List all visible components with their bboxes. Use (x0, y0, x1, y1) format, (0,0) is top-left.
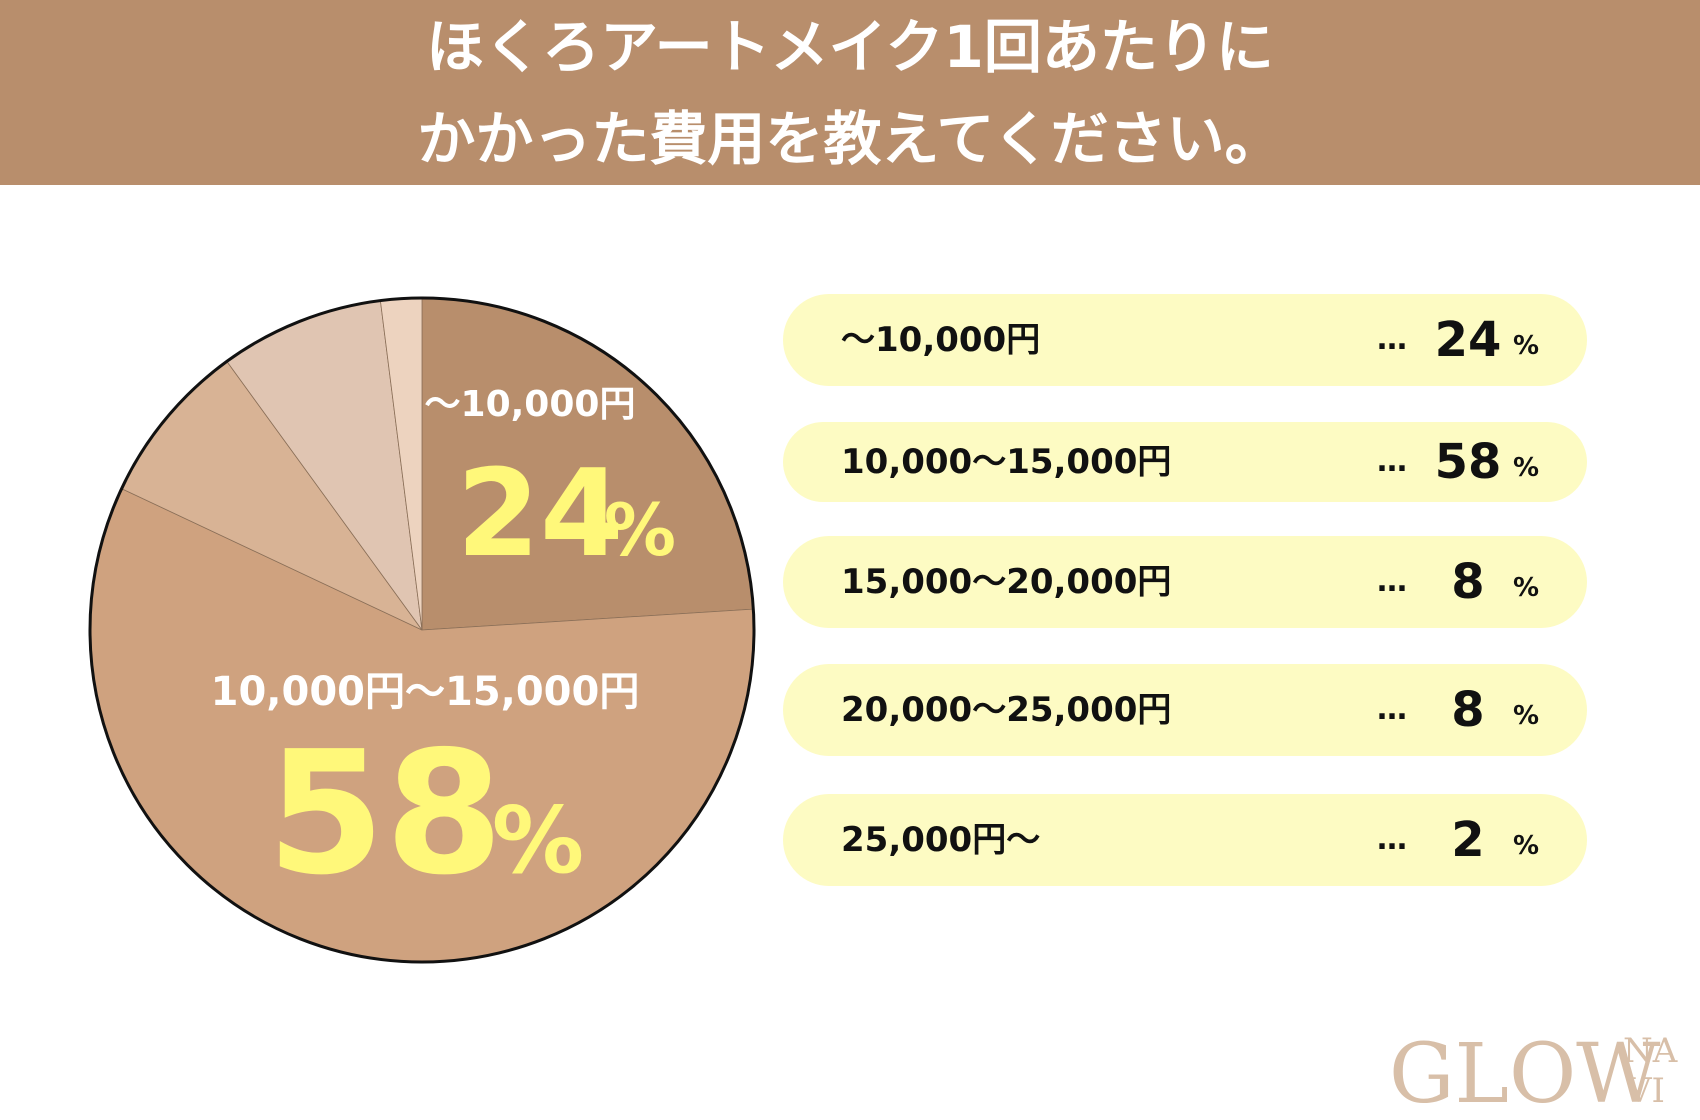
logo-sub-bottom-text: VI (1626, 1071, 1665, 1110)
slice-label-1-value: 24 (457, 445, 624, 584)
legend-row-5: 25,000円〜 … 2 % (783, 794, 1587, 886)
header-banner: ほくろアートメイク1回あたりに かかった費用を教えてください。 (0, 0, 1700, 185)
legend-unit: % (1513, 453, 1540, 483)
legend-dots: … (1377, 822, 1407, 857)
legend-unit: % (1513, 831, 1540, 861)
slice-label-1-category: 〜10,000円 (425, 384, 636, 425)
legend-unit: % (1513, 701, 1540, 731)
legend-row-2: 10,000〜15,000円 … 58 % (783, 422, 1587, 502)
page-title-line-1: ほくろアートメイク1回あたりに (426, 12, 1274, 81)
legend-label: 20,000〜25,000円 (841, 690, 1172, 730)
slice-label-1-unit: % (604, 488, 676, 572)
legend-unit: % (1513, 331, 1540, 361)
legend-value: 58 (1434, 434, 1502, 490)
legend-label: 〜10,000円 (841, 320, 1041, 360)
logo-main-text: GLOW (1389, 1027, 1661, 1110)
legend-row-4: 20,000〜25,000円 … 8 % (783, 664, 1587, 756)
logo-sub-top-text: NA (1623, 1031, 1678, 1071)
legend-dots: … (1377, 564, 1407, 599)
legend-value: 8 (1451, 554, 1485, 610)
glow-navi-logo: GLOW NA VI (1389, 1027, 1678, 1110)
legend-row-1: 〜10,000円 … 24 % (783, 294, 1587, 386)
slice-label-2-category: 10,000円〜15,000円 (211, 669, 640, 715)
pie-outline (88, 296, 756, 964)
legend-label: 15,000〜20,000円 (841, 562, 1172, 602)
legend-label: 25,000円〜 (841, 820, 1041, 860)
legend-dots: … (1377, 444, 1407, 479)
legend-unit: % (1513, 573, 1540, 603)
page-title-line-2: かかった費用を教えてください。 (417, 104, 1283, 173)
slice-label-2-value: 58 (267, 715, 504, 913)
legend-value: 24 (1434, 312, 1502, 368)
legend-row-3: 15,000〜20,000円 … 8 % (783, 536, 1587, 628)
legend-value: 8 (1451, 682, 1485, 738)
legend-dots: … (1377, 692, 1407, 727)
legend-dots: … (1377, 322, 1407, 357)
slice-label-2-unit: % (492, 787, 584, 894)
legend-value: 2 (1451, 812, 1485, 868)
legend-label: 10,000〜15,000円 (841, 442, 1172, 482)
